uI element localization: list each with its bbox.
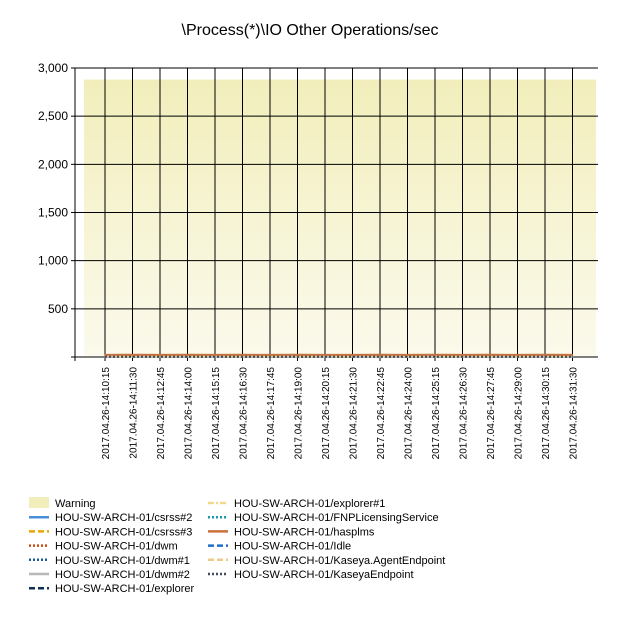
legend: Warning HOU-SW-ARCH-01/csrss#2 HOU-SW-ARCH… [29, 497, 445, 595]
x-tick-label: 2017.04.26-14:14:00 [184, 367, 195, 460]
y-tick-label: 3,000 [38, 61, 68, 75]
data-point [516, 356, 519, 358]
legend-label: HOU-SW-ARCH-01/dwm#2 [55, 569, 190, 581]
x-tick-label: 2017.04.26-14:24:00 [404, 367, 415, 460]
data-point [186, 356, 189, 358]
data-point [544, 356, 546, 358]
chart-title: \Process(*)\IO Other Operations/sec [182, 22, 439, 39]
data-point [406, 354, 409, 356]
legend-label: HOU-SW-ARCH-01/Kaseya.AgentEndpoint [234, 555, 445, 567]
y-tick-label: 2,500 [38, 109, 68, 123]
legend-swatch-warning [29, 497, 49, 508]
data-point [351, 354, 354, 356]
data-point [269, 356, 271, 358]
data-point [131, 356, 134, 358]
data-point [269, 354, 271, 356]
data-point [571, 354, 574, 356]
data-point [461, 356, 464, 358]
x-tick-label: 2017.04.26-14:27:45 [486, 367, 497, 460]
y-tick-label: 1,000 [38, 254, 68, 268]
y-tick-label: 2,000 [38, 157, 68, 171]
x-tick-label: 2017.04.26-14:29:00 [514, 367, 525, 460]
data-point [379, 354, 381, 356]
legend-label: HOU-SW-ARCH-01/hasplms [234, 526, 375, 538]
legend-label: HOU-SW-ARCH-01/explorer#1 [234, 498, 385, 510]
data-point [324, 356, 326, 358]
x-tick-label: 2017.04.26-14:30:15 [541, 367, 552, 460]
data-point [159, 356, 161, 358]
data-point [434, 356, 436, 358]
x-tick-label: 2017.04.26-14:12:45 [156, 367, 167, 460]
x-tick-label: 2017.04.26-14:15:15 [211, 367, 222, 460]
x-tick-label: 2017.04.26-14:25:15 [431, 367, 442, 460]
legend-label: HOU-SW-ARCH-01/csrss#2 [55, 512, 192, 524]
data-point [489, 356, 491, 358]
data-point [516, 354, 519, 356]
legend-label: HOU-SW-ARCH-01/dwm [55, 541, 178, 553]
plot-area: 500 1,000 1,500 2,000 2,500 3,000 2017.04.26-1… [38, 61, 598, 459]
x-tick-label: 2017.04.26-14:31:30 [569, 367, 580, 460]
data-point [214, 356, 216, 358]
data-point [159, 354, 161, 356]
x-tick-label: 2017.04.26-14:19:00 [294, 367, 305, 460]
legend-label: HOU-SW-ARCH-01/KaseyaEndpoint [234, 569, 414, 581]
legend-label: Warning [55, 498, 96, 510]
legend-label: HOU-SW-ARCH-01/dwm#1 [55, 555, 190, 567]
x-tick-label: 2017.04.26-14:20:15 [321, 367, 332, 460]
data-point [241, 356, 244, 358]
data-point [571, 356, 574, 358]
data-point [379, 356, 381, 358]
y-tick-label: 500 [48, 302, 68, 316]
legend-label: HOU-SW-ARCH-01/explorer [55, 583, 194, 595]
data-point [131, 354, 134, 356]
data-point [324, 354, 326, 356]
data-point [296, 356, 299, 358]
data-point [241, 354, 244, 356]
data-point [296, 354, 299, 356]
data-point [351, 356, 354, 358]
data-point [406, 356, 409, 358]
data-point [186, 354, 189, 356]
data-point [544, 354, 546, 356]
data-point [489, 354, 491, 356]
legend-label: HOU-SW-ARCH-01/csrss#3 [55, 526, 192, 538]
legend-label: HOU-SW-ARCH-01/FNPLicensingService [234, 512, 439, 524]
data-point [461, 354, 464, 356]
y-tick-label: 1,500 [38, 206, 68, 220]
x-tick-label: 2017.04.26-14:22:45 [376, 367, 387, 460]
data-point [104, 354, 106, 356]
x-tick-label: 2017.04.26-14:21:30 [349, 367, 360, 460]
x-tick-label: 2017.04.26-14:17:45 [266, 367, 277, 460]
x-tick-label: 2017.04.26-14:26:30 [459, 367, 470, 460]
x-tick-label: 2017.04.26-14:11:30 [129, 367, 140, 459]
data-point [214, 354, 216, 356]
x-tick-label: 2017.04.26-14:10:15 [101, 367, 112, 460]
legend-label: HOU-SW-ARCH-01/Idle [234, 541, 351, 553]
warning-band [84, 79, 596, 357]
x-tick-label: 2017.04.26-14:16:30 [239, 367, 250, 460]
data-point [434, 354, 436, 356]
data-point [104, 356, 106, 358]
